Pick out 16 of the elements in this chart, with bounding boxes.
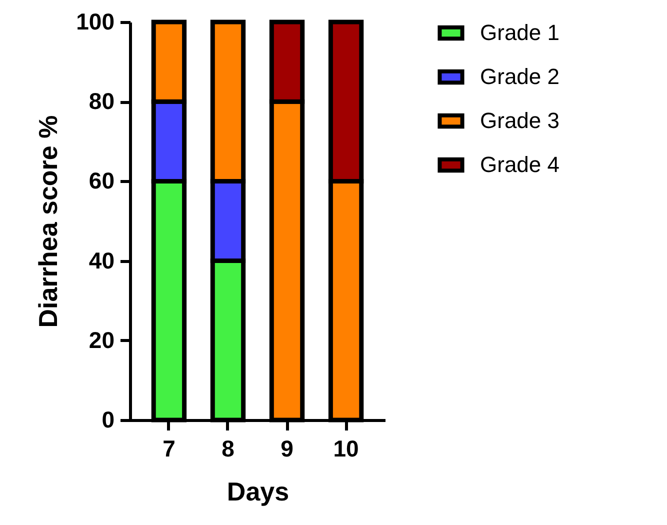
legend-label: Grade 4	[480, 152, 560, 177]
y-tick-label: 60	[88, 168, 114, 194]
x-tick-label: 8	[222, 436, 235, 462]
x-axis-title: Days	[226, 476, 290, 506]
legend-label: Grade 3	[480, 108, 560, 133]
y-tick-label: 0	[102, 406, 114, 432]
y-tick-label: 100	[76, 8, 114, 34]
x-tick-label: 9	[280, 436, 294, 462]
y-tick-label: 80	[88, 88, 114, 114]
x-tick-label: 7	[162, 436, 176, 462]
y-tick-label: 40	[88, 247, 114, 274]
legend-label: Grade 1	[480, 20, 560, 45]
x-tick-label: 10	[333, 436, 359, 462]
y-tick-label: 20	[88, 326, 114, 353]
y-axis-title: Diarrhea score %	[33, 115, 64, 328]
legend-label: Grade 2	[480, 64, 560, 89]
